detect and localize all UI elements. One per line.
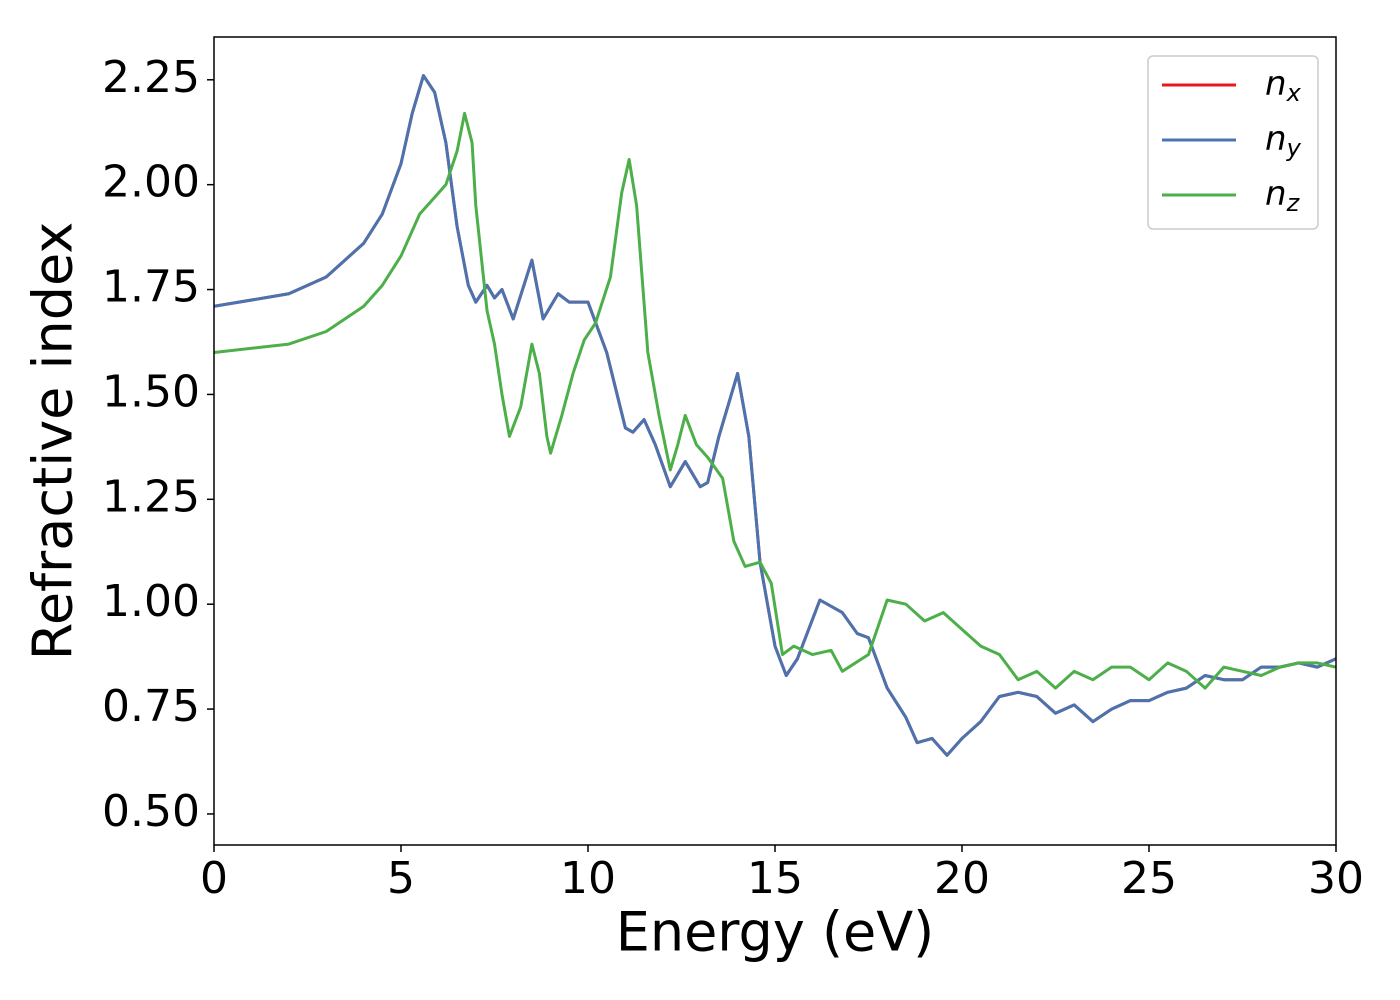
y-tick-label: 0.75 [102, 681, 200, 732]
legend-label: nx [1265, 64, 1302, 108]
y-tick-label: 0.50 [102, 786, 200, 837]
y-tick-label: 1.75 [102, 262, 200, 313]
x-tick-label: 20 [934, 853, 990, 904]
x-tick-label: 5 [387, 853, 415, 904]
x-tick-label: 15 [747, 853, 803, 904]
x-tick-label: 30 [1308, 853, 1364, 904]
series-line [214, 111, 1336, 690]
x-axis-label: Energy (eV) [616, 901, 935, 964]
legend-label: nz [1265, 174, 1301, 218]
legend-box [1147, 55, 1319, 230]
y-tick-label: 2.00 [102, 157, 200, 208]
y-axis-label: Refractive index [22, 222, 85, 661]
x-tick-label: 10 [560, 853, 616, 904]
x-tick-label: 25 [1121, 853, 1177, 904]
y-tick-label: 1.00 [102, 576, 200, 627]
y-tick-label: 1.50 [102, 366, 200, 417]
x-tick-label: 0 [200, 853, 228, 904]
y-tick-label: 1.25 [102, 471, 200, 522]
legend-label: ny [1265, 119, 1302, 163]
series-line [214, 74, 1336, 757]
plot-frame [213, 36, 1337, 846]
y-tick-label: 2.25 [102, 52, 200, 103]
